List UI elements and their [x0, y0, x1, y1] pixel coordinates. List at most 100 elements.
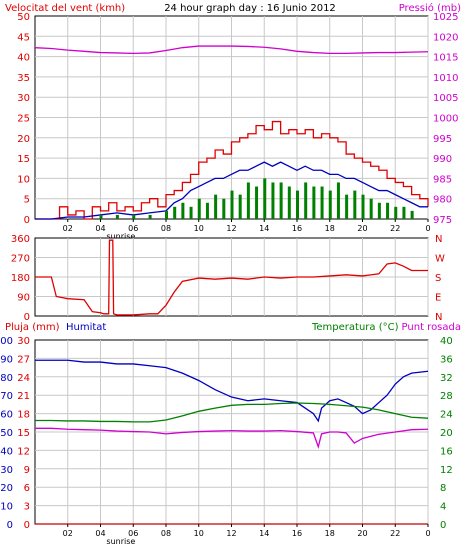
wind-speed-bar [377, 202, 381, 219]
wind-axis-label: Velocitat del vent (kmh) [5, 3, 125, 14]
x-tick-label: 06 [128, 224, 138, 233]
rain-tick-label: 9 [24, 465, 30, 476]
humidity-tick-label: 60 [0, 410, 13, 421]
temperature-tick-label: 32 [440, 373, 453, 384]
temperature-tick-label: 16 [440, 446, 453, 457]
wind-tick-label: 25 [17, 114, 30, 125]
compass-tick-label: N [435, 312, 442, 323]
wind-speed-bar [320, 186, 324, 219]
speed_avg-line [35, 161, 428, 220]
direction-grid [35, 238, 429, 316]
x-tick-label: 10 [194, 529, 204, 538]
direction-series [35, 239, 428, 316]
rain-tick-label: 18 [17, 410, 30, 421]
wind-speed-bar [197, 198, 201, 219]
compass-tick-label: N [435, 234, 442, 245]
wind-speed-bar [222, 198, 226, 219]
humidity-tick-label: 100 [0, 336, 13, 347]
pressure-tick-label: 1005 [433, 93, 458, 104]
humidity-tick-label: 90 [0, 354, 13, 365]
compass-tick-label: E [435, 293, 441, 304]
x-tick-label: 20 [357, 529, 367, 538]
humidity-tick-label: 30 [0, 465, 13, 476]
wind-speed-bar [230, 190, 234, 219]
humidity-tick-labels: 0102030405060708090100036912151821242730… [0, 336, 453, 546]
x-tick-label: 04 [95, 529, 105, 538]
sunrise-label: sunrise [106, 537, 135, 546]
pressure-axis-label: Pressió (mb) [399, 2, 461, 14]
rain-axis-label: Pluja (mm) [5, 322, 60, 333]
humidity-tick-label: 0 [7, 520, 13, 531]
humidity-tick-label: 50 [0, 428, 13, 439]
temperature-tick-label: 12 [440, 465, 453, 476]
x-tick-label: 06 [128, 529, 138, 538]
wind-speed-bar [410, 210, 414, 219]
wind-tick-label: 20 [17, 134, 30, 145]
wind-speed-bar [394, 206, 398, 219]
pressure-tick-label: 975 [433, 215, 452, 226]
humidity-grid [35, 340, 429, 524]
direction-line [35, 239, 428, 316]
wind-speed-bar [99, 214, 103, 219]
pressure-tick-label: 1015 [433, 53, 458, 64]
wind-speed-bar [263, 178, 267, 219]
rain-tick-label: 27 [17, 354, 30, 365]
wind-speed-bar [148, 214, 152, 219]
wind-speed-bar [165, 210, 168, 219]
direction-tick-label: 90 [17, 293, 30, 304]
pressure-tick-label: 985 [433, 174, 452, 185]
x-tick-label: 14 [259, 529, 269, 538]
humidity-tick-label: 40 [0, 446, 13, 457]
wind-speed-bar [271, 182, 275, 219]
wind-speed-bar [369, 198, 373, 219]
x-tick-label: 02 [63, 224, 73, 233]
x-tick-label: 18 [325, 529, 335, 538]
wind-tick-label: 30 [17, 93, 30, 104]
rain-tick-label: 3 [24, 502, 30, 513]
x-tick-label: 04 [95, 224, 105, 233]
x-tick-label: 08 [161, 529, 171, 538]
temperature-tick-label: 20 [440, 428, 453, 439]
sunrise-label: sunrise [106, 232, 135, 241]
x-tick-label: 02 [63, 529, 73, 538]
temperature-tick-label: 24 [440, 410, 453, 421]
wind-tick-label: 40 [17, 53, 30, 64]
humidity-tick-label: 20 [0, 483, 13, 494]
rain-tick-label: 21 [17, 391, 30, 402]
wind-speed-bar [312, 186, 316, 219]
x-tick-label: 16 [292, 529, 302, 538]
temperature-tick-label: 4 [440, 502, 446, 513]
pressure-tick-label: 1010 [433, 73, 458, 84]
rain-tick-label: 15 [17, 428, 30, 439]
temperature-tick-label: 0 [440, 520, 446, 531]
wind-tick-label: 35 [17, 73, 30, 84]
humidity-tick-label: 80 [0, 373, 13, 384]
wind-speed-bar [115, 214, 119, 219]
pressure-tick-label: 1000 [433, 114, 458, 125]
rain-tick-label: 30 [17, 336, 30, 347]
humidity-tick-label: 10 [0, 502, 13, 513]
wind-speed-bar [205, 202, 209, 219]
pressure-line [34, 45, 429, 55]
wind-speed-bar [132, 214, 136, 219]
wind-speed-bar [304, 182, 308, 219]
wind-speed-bar [353, 190, 357, 219]
rain-tick-label: 0 [24, 520, 30, 531]
wind-tick-label: 0 [24, 215, 30, 226]
rain-tick-label: 24 [17, 373, 30, 384]
temperature-tick-label: 40 [440, 336, 453, 347]
wind-speed-bar [345, 194, 349, 219]
wind-speed-bar [173, 206, 177, 219]
temperature-line [35, 402, 429, 423]
wind-tick-label: 45 [17, 32, 30, 43]
wind-tick-label: 10 [17, 174, 30, 185]
wind-speed-bar [402, 206, 406, 219]
gust-line [35, 120, 429, 220]
x-tick-label: 22 [390, 224, 400, 233]
direction-tick-label: 270 [11, 254, 30, 265]
rain-tick-label: 6 [24, 483, 30, 494]
wind-grid [35, 16, 429, 219]
